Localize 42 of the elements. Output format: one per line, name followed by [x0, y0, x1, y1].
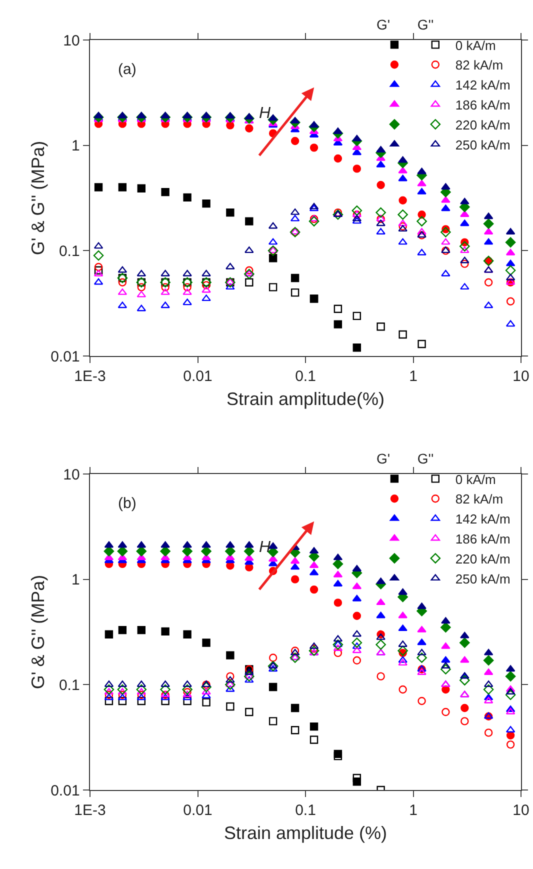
- annotation: (b): [118, 495, 136, 512]
- y-tick-label: 10: [63, 32, 80, 50]
- y-tick-label: 0.1: [58, 242, 80, 260]
- text: G': [376, 16, 390, 33]
- y-tick-label: 0.1: [58, 676, 80, 694]
- legend-label: 82 kA/m: [455, 58, 504, 73]
- legend-label: 220 kA/m: [455, 117, 510, 132]
- legend-label: 142 kA/m: [455, 512, 510, 527]
- x-tick-label: 10: [512, 368, 530, 386]
- y-tick-label: 1: [71, 138, 80, 155]
- y-tick-label: 0.01: [50, 782, 80, 800]
- annotation: H: [259, 539, 271, 556]
- y-axis-title: G' & G'' (MPa): [28, 140, 48, 256]
- legend-label: 0 kA/m: [455, 472, 496, 487]
- annotation: (a): [118, 61, 136, 78]
- y-tick-label: 1: [71, 572, 80, 589]
- legend-label: 0 kA/m: [455, 38, 496, 53]
- text: G'': [417, 16, 434, 33]
- annotation: H: [259, 105, 271, 122]
- text: G': [376, 450, 390, 467]
- legend-label: 220 kA/m: [455, 551, 510, 566]
- y-tick-label: 10: [63, 466, 80, 484]
- x-tick-label: 1: [409, 368, 418, 386]
- legend-label: 250 kA/m: [455, 137, 510, 152]
- x-tick-label: 0.1: [295, 802, 316, 820]
- y-tick-label: 0.01: [50, 348, 80, 366]
- x-tick-label: 10: [512, 802, 530, 820]
- x-axis-title: Strain amplitude (%): [224, 823, 388, 844]
- x-tick-label: 1E-3: [74, 802, 106, 820]
- legend-label: 142 kA/m: [455, 78, 510, 93]
- x-tick-label: 1E-3: [74, 368, 106, 386]
- y-axis-title: G' & G'' (MPa): [28, 574, 48, 690]
- x-tick-label: 0.01: [183, 802, 212, 820]
- x-axis-title: Strain amplitude(%): [226, 389, 385, 410]
- legend-label: 82 kA/m: [455, 492, 504, 507]
- x-tick-label: 0.01: [183, 368, 212, 386]
- legend-label: 250 kA/m: [455, 571, 510, 586]
- x-tick-label: 0.1: [295, 368, 316, 386]
- legend-label: 186 kA/m: [455, 97, 510, 112]
- text: G'': [417, 450, 434, 467]
- legend-label: 186 kA/m: [455, 531, 510, 546]
- x-tick-label: 1: [409, 802, 418, 820]
